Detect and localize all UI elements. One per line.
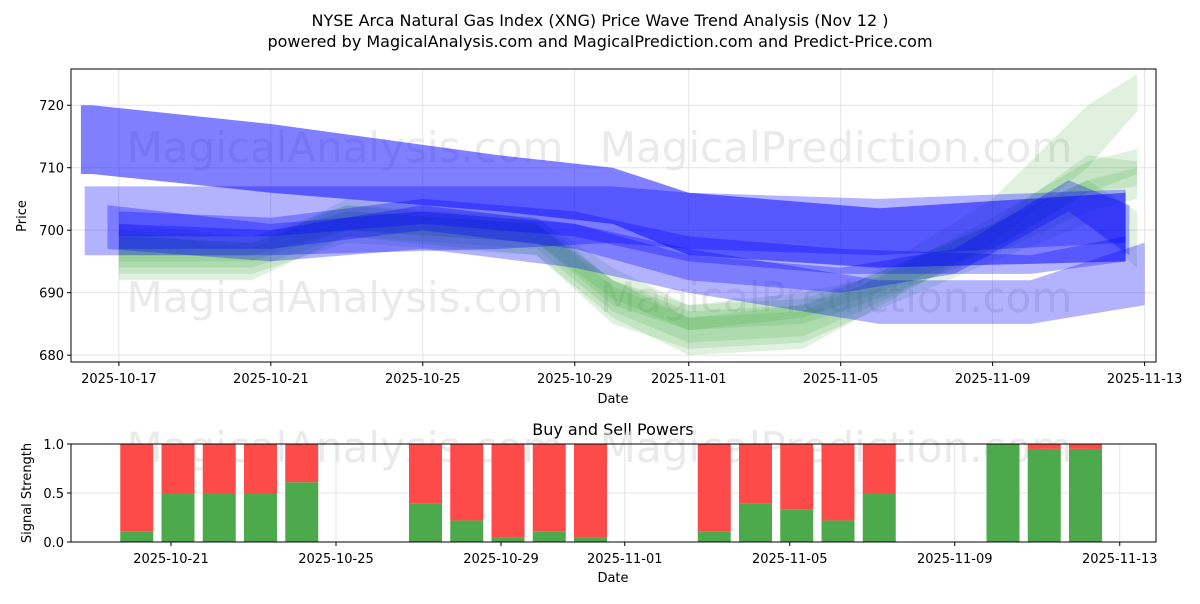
signal-chart: Buy and Sell Powers MagicalAnalysis.com … [20,420,1158,586]
signal-x-tick-label: 2025-11-01 [587,552,663,567]
green-wave-band [118,74,1137,356]
signal-y-tick-label: 0.0 [43,536,64,551]
signal-x-tick-label: 2025-11-09 [917,552,993,567]
sell-bar [244,444,277,493]
blue-wave-band [107,205,1145,324]
price-x-tick-label: 2025-11-09 [955,372,1031,387]
signal-y-label: Signal Strength [20,443,35,543]
green-wave-band [118,149,1137,343]
buy-bar [780,509,814,542]
signal-x-tick-label: 2025-10-29 [463,552,539,567]
sell-bar [450,444,484,521]
buy-bar [244,493,277,542]
watermark-text: MagicalAnalysis.com [127,423,564,472]
buy-bar [1027,448,1061,542]
price-x-tick-label: 2025-10-21 [233,372,309,387]
signal-x-tick-label: 2025-11-13 [1082,552,1158,567]
blue-wave-band [118,180,1130,293]
sell-bar [120,444,154,532]
signal-bars [120,444,1102,542]
buy-bar [986,444,1020,542]
green-wave-band [118,167,1137,331]
signal-x-tick-label: 2025-11-05 [752,552,828,567]
blue-wave-band [80,105,1126,268]
price-y-tick-label: 700 [39,224,64,239]
watermark-text: MagicalPrediction.com [600,123,1073,172]
signal-y-tick-label: 0.5 [43,487,64,502]
chart-title: NYSE Arca Natural Gas Index (XNG) Price … [312,11,889,30]
blue-wave-band [84,186,1126,256]
sell-bar [1069,444,1102,449]
buy-bar [161,493,195,542]
sell-bar [285,444,319,483]
sell-bar [574,444,607,538]
buy-bar [532,531,566,542]
green-wave-band [118,180,1137,349]
sell-bar [739,444,772,504]
price-x-tick-label: 2025-10-29 [537,372,613,387]
sell-bar [532,444,566,532]
buy-bar [120,531,154,542]
sell-bar [1027,444,1061,449]
buy-bar [450,520,484,542]
buy-bar [285,482,319,542]
watermark-text: MagicalPrediction.com [600,273,1073,322]
green-wave-band [118,155,1137,331]
price-x-label: Date [597,392,628,407]
blue-wave-band [118,198,1126,274]
price-x-tick-label: 2025-10-17 [81,372,157,387]
signal-title: Buy and Sell Powers [532,420,694,439]
sell-bar [862,444,896,493]
sell-bar [697,444,731,532]
buy-bar [409,503,442,542]
sell-bar [202,444,236,493]
buy-bar [739,503,772,542]
sell-bar [821,444,855,521]
price-x-tick-label: 2025-11-01 [651,372,727,387]
price-axes: 2025-10-17 2025-10-21 2025-10-25 2025-10-29… [39,99,1182,387]
buy-bar [202,493,236,542]
price-y-label: Price [15,200,30,232]
price-x-tick-label: 2025-10-25 [385,372,461,387]
watermark-text: MagicalAnalysis.com [127,273,564,322]
chart-subtitle: powered by MagicalAnalysis.com and Magic… [267,32,932,51]
buy-bar [821,520,855,542]
price-y-tick-label: 690 [39,287,64,302]
price-y-tick-label: 710 [39,162,64,177]
buy-bar [862,493,896,542]
price-x-tick-label: 2025-11-13 [1107,372,1183,387]
signal-x-tick-label: 2025-10-25 [298,552,374,567]
price-bands [80,74,1145,356]
signal-x-tick-label: 2025-10-21 [133,552,209,567]
sell-bar [491,444,525,538]
sell-bar [161,444,195,493]
sell-bar [409,444,442,504]
price-x-tick-label: 2025-11-05 [803,372,879,387]
price-y-tick-label: 680 [39,349,64,364]
signal-x-label: Date [597,571,628,586]
price-y-tick-label: 720 [39,99,64,114]
price-plot-frame [70,68,1157,363]
buy-bar [697,531,731,542]
signal-axes: 2025-10-21 2025-10-25 2025-10-29 2025-11-01… [43,438,1157,567]
buy-bar [491,537,525,542]
buy-bar [574,537,607,542]
signal-y-tick-label: 1.0 [43,438,64,453]
buy-bar [1069,448,1102,542]
sell-bar [780,444,814,510]
price-chart: MagicalAnalysis.com MagicalPrediction.co… [15,68,1182,407]
